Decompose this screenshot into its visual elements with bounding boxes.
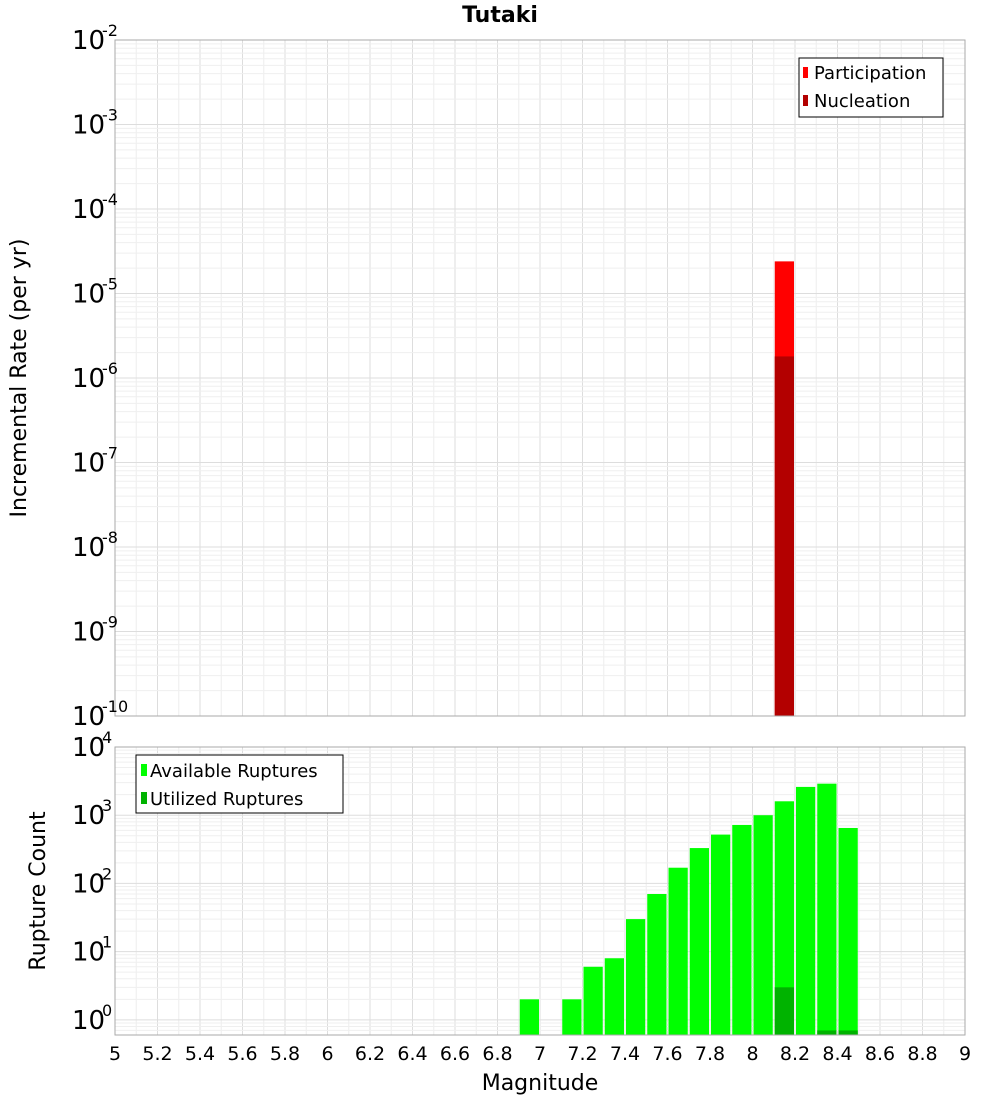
bottom-y-tick-base: 10 <box>72 938 105 968</box>
x-tick-label: 8 <box>746 1043 758 1065</box>
bar-nucleation <box>774 356 794 716</box>
x-tick-label: 9 <box>959 1043 971 1065</box>
bottom-y-tick-base: 10 <box>72 801 105 831</box>
x-tick-label: 8.8 <box>907 1043 937 1065</box>
bar-available-ruptures <box>796 786 816 1035</box>
x-tick-label: 8.6 <box>865 1043 895 1065</box>
legend-label-participation: Participation <box>814 63 926 84</box>
x-tick-label: 8.4 <box>822 1043 852 1065</box>
bottom-y-tick-base: 10 <box>72 1006 105 1036</box>
top-plot-frame <box>114 39 966 717</box>
top-y-tick-base: 10 <box>72 618 105 648</box>
top-plot-grid <box>114 39 966 717</box>
x-tick-label: 5.8 <box>270 1043 300 1065</box>
bar-available-ruptures <box>519 999 539 1035</box>
x-tick-label: 7.4 <box>610 1043 640 1065</box>
chart-title: Tutaki <box>462 3 538 28</box>
bar-available-ruptures <box>604 958 624 1035</box>
legend-label-utilized: Utilized Ruptures <box>150 789 303 810</box>
top-y-tick-base: 10 <box>72 364 105 394</box>
top-y-tick-exponent: -7 <box>102 444 118 463</box>
x-tick-label: 8.2 <box>780 1043 810 1065</box>
x-tick-label: 5 <box>109 1043 121 1065</box>
x-tick-label: 6.8 <box>482 1043 512 1065</box>
top-y-tick-base: 10 <box>72 533 105 563</box>
x-tick-label: 6.2 <box>355 1043 385 1065</box>
bottom-y-tick-exponent: 1 <box>102 933 112 952</box>
x-axis-label: Magnitude <box>482 1071 599 1096</box>
top-legend: Participation Nucleation <box>798 57 944 118</box>
top-plot: 10-210-310-410-510-610-710-810-910-10 In… <box>7 21 966 732</box>
top-y-tick-base: 10 <box>72 449 105 479</box>
x-tick-label: 5.2 <box>142 1043 172 1065</box>
legend-swatch-nucleation <box>803 95 808 106</box>
bar-available-ruptures <box>689 848 709 1035</box>
legend-swatch-participation <box>803 67 808 78</box>
bottom-y-tick-base: 10 <box>72 733 105 763</box>
top-y-tick-exponent: -6 <box>102 359 118 378</box>
bottom-y-tick-exponent: 2 <box>102 864 112 883</box>
x-tick-label: 7.2 <box>567 1043 597 1065</box>
bottom-y-tick-base: 10 <box>72 869 105 899</box>
bottom-plot-frame <box>114 746 966 1036</box>
bar-available-ruptures <box>583 966 603 1035</box>
top-plot-bars <box>774 261 794 716</box>
bottom-y-tick-exponent: 0 <box>102 1001 112 1020</box>
x-tick-label: 6.6 <box>440 1043 470 1065</box>
top-y-tick-exponent: -8 <box>102 528 118 547</box>
legend-label-available: Available Ruptures <box>150 761 318 782</box>
x-tick-label: 6 <box>321 1043 333 1065</box>
top-y-tick-exponent: -10 <box>102 697 128 716</box>
top-y-tick-base: 10 <box>72 702 105 732</box>
top-y-tick-base: 10 <box>72 26 105 56</box>
legend-swatch-available <box>141 764 147 776</box>
legend-label-nucleation: Nucleation <box>814 91 910 112</box>
bottom-legend-box <box>135 754 344 814</box>
bar-available-ruptures <box>562 999 582 1035</box>
x-tick-labels: 5 5.2 5.4 5.6 5.8 6 6.2 6.4 6.6 6.8 7 7.2 7.4 7.6 7.8 8… <box>109 1043 971 1065</box>
top-y-axis-label: Incremental Rate (per yr) <box>7 239 32 518</box>
top-y-tick-exponent: -9 <box>102 613 118 632</box>
top-y-tick-exponent: -2 <box>102 21 118 40</box>
top-y-tick-base: 10 <box>72 111 105 141</box>
top-y-tick-labels: 10-210-310-410-510-610-710-810-910-10 <box>72 21 128 732</box>
bar-available-ruptures <box>753 815 773 1035</box>
top-y-tick-base: 10 <box>72 195 105 225</box>
bar-utilized-ruptures <box>838 1030 858 1035</box>
bar-utilized-ruptures <box>817 1030 837 1035</box>
top-y-tick-exponent: -5 <box>102 275 118 294</box>
bottom-legend: Available Ruptures Utilized Ruptures <box>135 754 344 814</box>
bar-available-ruptures <box>838 827 858 1035</box>
bar-available-ruptures <box>732 824 752 1035</box>
x-tick-label: 6.4 <box>397 1043 427 1065</box>
top-y-tick-exponent: -3 <box>102 106 118 125</box>
bar-available-ruptures <box>774 801 794 1035</box>
bottom-y-tick-exponent: 4 <box>102 728 112 747</box>
top-legend-box <box>798 57 944 118</box>
top-y-tick-base: 10 <box>72 280 105 310</box>
x-tick-label: 7.8 <box>695 1043 725 1065</box>
top-y-tick-exponent: -4 <box>102 190 118 209</box>
bottom-plot-bars <box>519 783 858 1035</box>
bar-available-ruptures <box>711 834 731 1035</box>
x-tick-label: 7.6 <box>652 1043 682 1065</box>
bar-available-ruptures <box>626 919 646 1035</box>
x-tick-label: 5.6 <box>227 1043 257 1065</box>
legend-swatch-utilized <box>141 792 147 804</box>
bottom-y-axis-label: Rupture Count <box>26 811 51 971</box>
bar-available-ruptures <box>668 867 688 1035</box>
bar-available-ruptures <box>817 783 837 1035</box>
x-tick-label: 5.4 <box>185 1043 215 1065</box>
x-tick-label: 7 <box>534 1043 546 1065</box>
bar-available-ruptures <box>647 894 667 1035</box>
bottom-y-tick-exponent: 3 <box>102 796 112 815</box>
bar-utilized-ruptures <box>774 987 794 1035</box>
